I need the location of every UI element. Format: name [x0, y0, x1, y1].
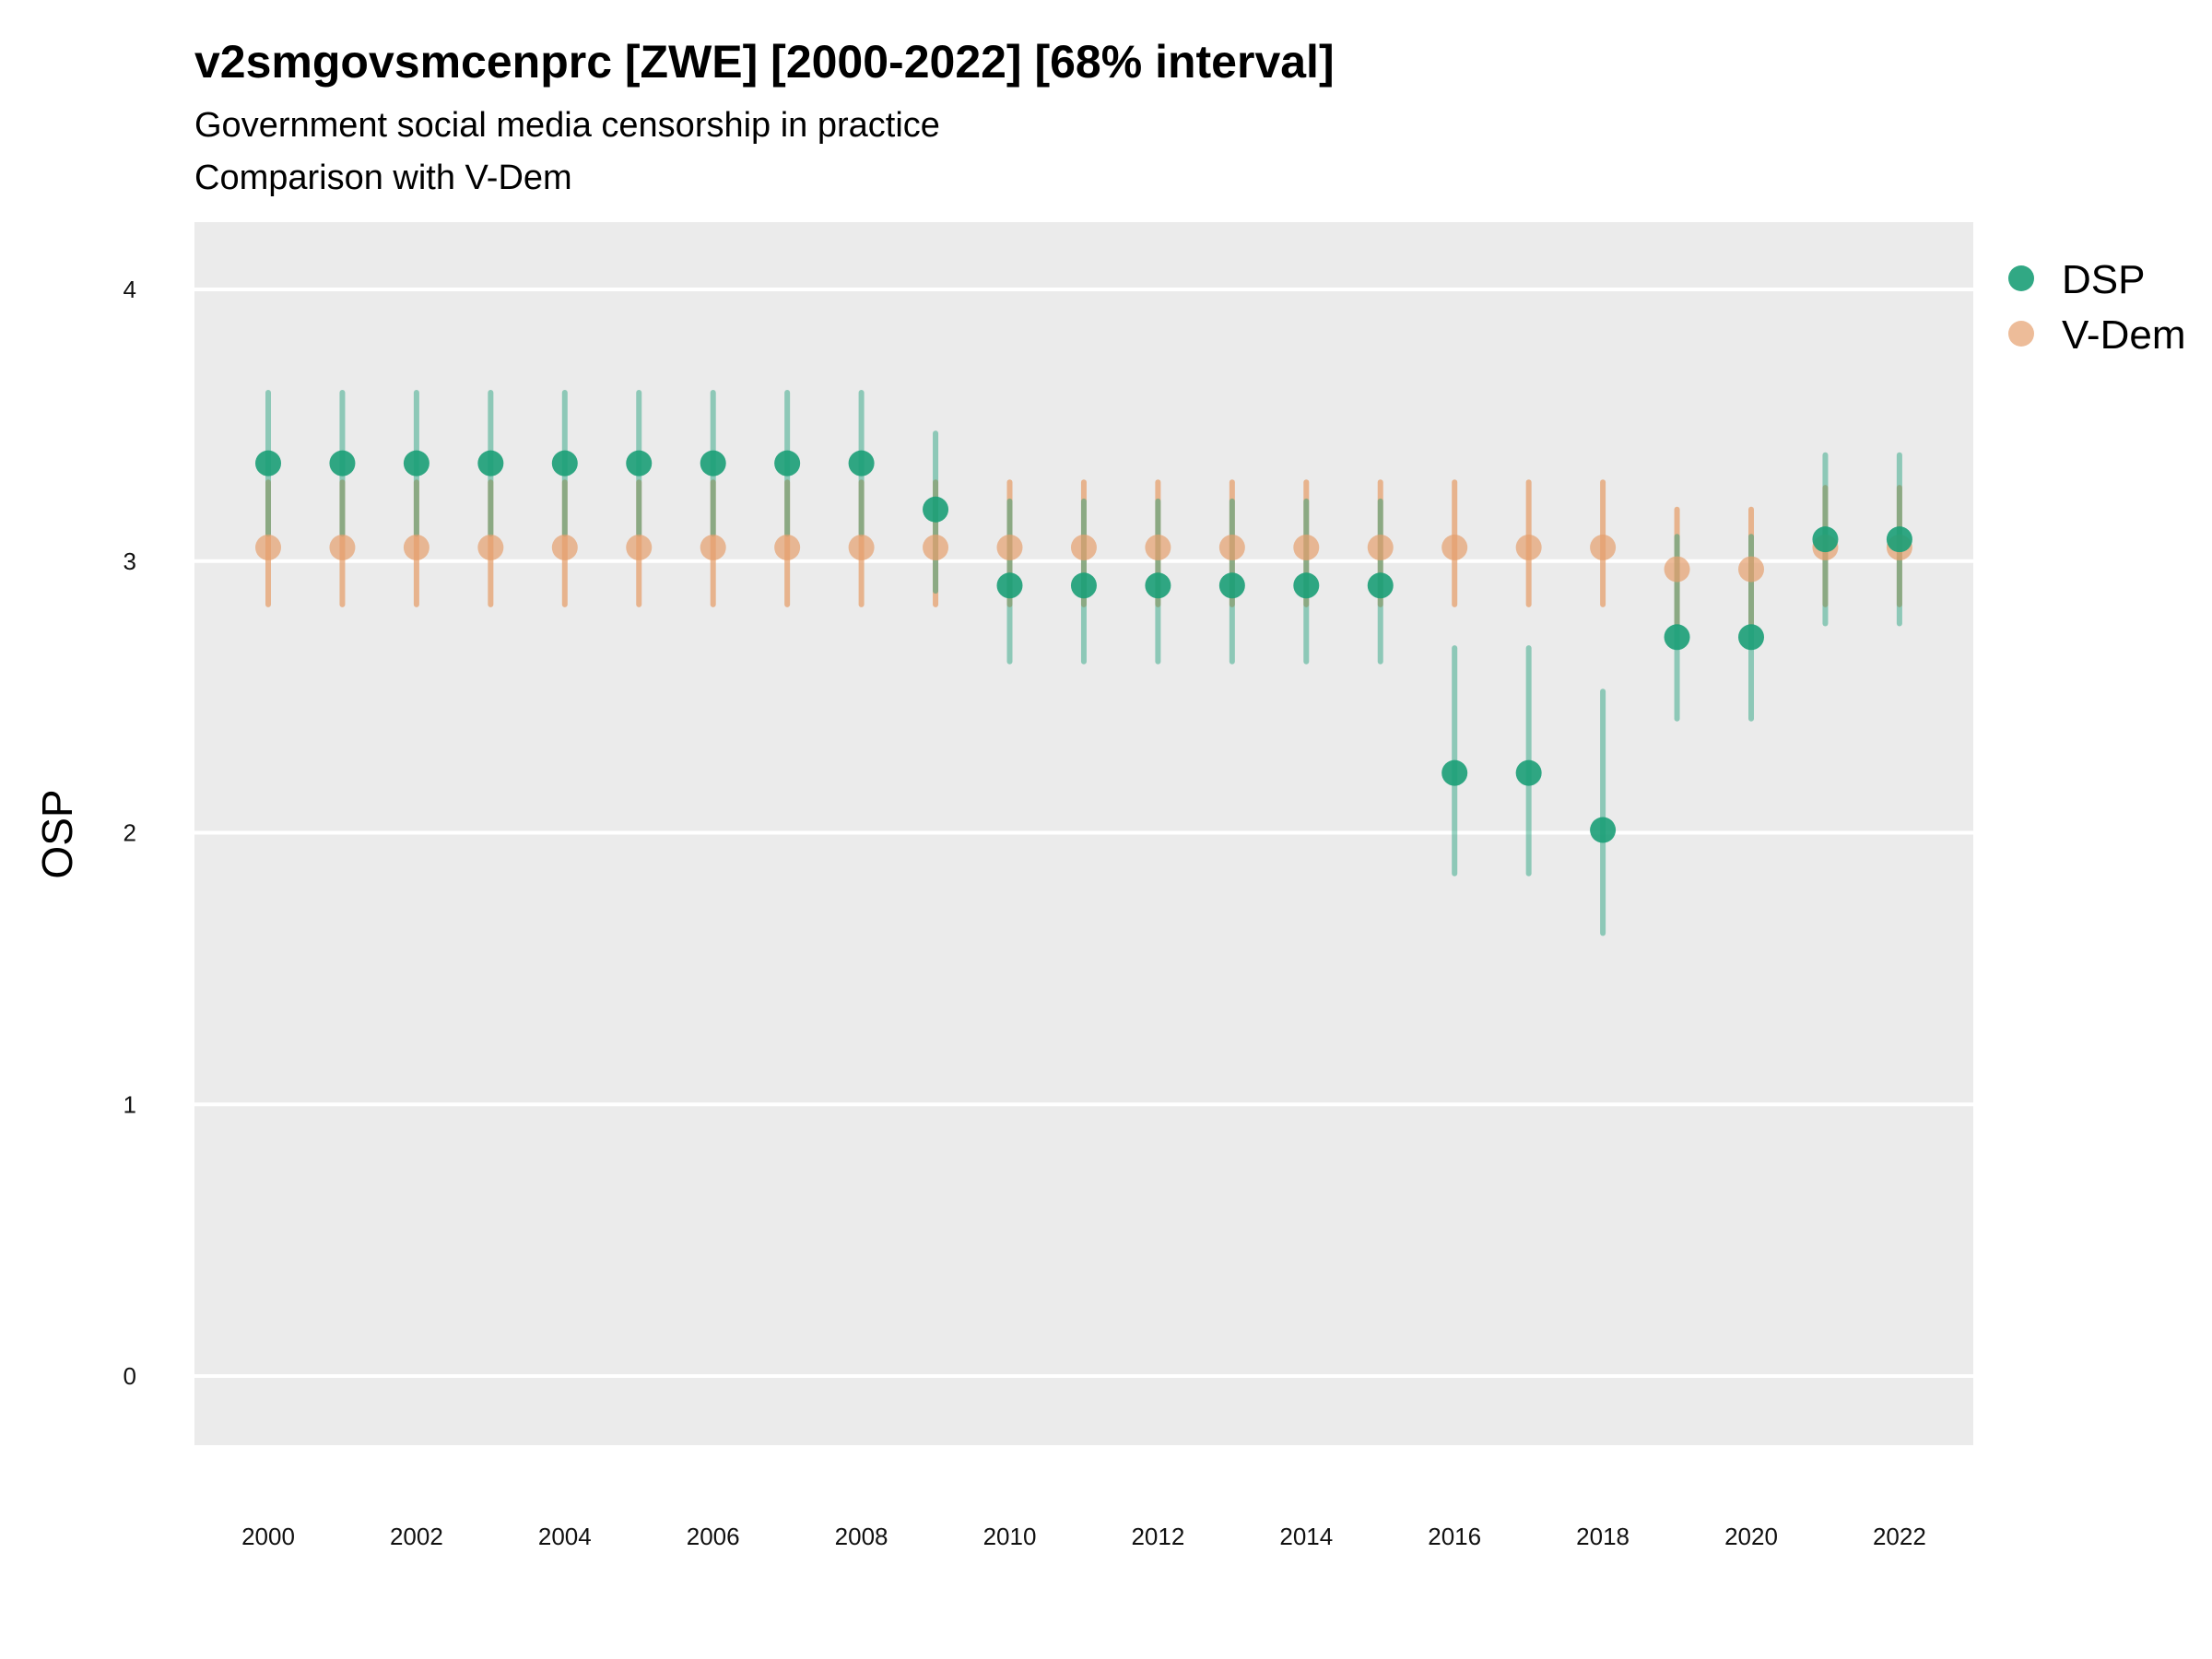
point-dsp-2004	[551, 450, 578, 477]
x-tick-label-2016: 2016	[1428, 1523, 1481, 1550]
point-dsp-2017	[1515, 759, 1542, 786]
x-axis-ticks: 2000 2002 2004 2006 2008 2010 2012 2014 2016 2018…	[241, 1523, 1926, 1550]
point-v-dem-2017	[1515, 535, 1542, 561]
point-dsp-2021	[1812, 526, 1839, 553]
point-v-dem-2007	[774, 535, 801, 561]
point-v-dem-2020	[1738, 556, 1764, 582]
x-tick-label-2010: 2010	[983, 1523, 1037, 1550]
x-tick-label-2000: 2000	[241, 1523, 295, 1550]
point-v-dem-2019	[1664, 556, 1690, 582]
point-v-dem-2003	[477, 535, 504, 561]
y-tick-label-3: 3	[124, 547, 136, 575]
y-tick-label-4: 4	[124, 276, 136, 303]
x-tick-label-2002: 2002	[390, 1523, 443, 1550]
point-dsp-2003	[477, 450, 504, 477]
point-dsp-2006	[700, 450, 726, 477]
x-tick-label-2008: 2008	[835, 1523, 888, 1550]
point-dsp-2009	[923, 496, 949, 523]
chart-subtitle-line-2: Comparison with V-Dem	[194, 159, 572, 197]
point-dsp-2013	[1218, 572, 1245, 599]
point-dsp-2012	[1145, 572, 1171, 599]
point-v-dem-2001	[329, 535, 356, 561]
y-axis-ticks: 0 1 2 3 4	[124, 276, 136, 1390]
point-v-dem-2009	[923, 535, 949, 561]
point-v-dem-2004	[551, 535, 578, 561]
y-axis-label: OSP	[33, 789, 81, 878]
point-dsp-2019	[1664, 624, 1690, 651]
point-v-dem-2010	[996, 535, 1023, 561]
point-dsp-2007	[774, 450, 801, 477]
point-v-dem-2006	[700, 535, 726, 561]
x-tick-label-2006: 2006	[687, 1523, 740, 1550]
chart-title: v2smgovsmcenprc [ZWE] [2000-2022] [68% i…	[194, 36, 1335, 88]
point-dsp-2008	[848, 450, 875, 477]
x-tick-label-2022: 2022	[1873, 1523, 1926, 1550]
x-tick-label-2014: 2014	[1279, 1523, 1333, 1550]
point-v-dem-2016	[1441, 535, 1468, 561]
legend-key-dsp	[2008, 265, 2034, 291]
legend-label-dsp: DSP	[2062, 257, 2145, 302]
y-tick-label-1: 1	[124, 1090, 136, 1118]
point-dsp-2010	[996, 572, 1023, 599]
point-v-dem-2008	[848, 535, 875, 561]
point-dsp-2005	[626, 450, 653, 477]
legend: DSP V-Dem	[2008, 257, 2185, 358]
point-v-dem-2018	[1590, 535, 1617, 561]
point-dsp-2001	[329, 450, 356, 477]
y-tick-label-0: 0	[124, 1362, 136, 1390]
point-dsp-2018	[1590, 817, 1617, 843]
point-dsp-2015	[1367, 572, 1394, 599]
point-v-dem-2002	[403, 535, 429, 561]
point-v-dem-2005	[626, 535, 653, 561]
point-v-dem-2014	[1293, 535, 1320, 561]
chart-subtitle-line-1: Government social media censorship in pr…	[194, 106, 940, 145]
point-v-dem-2013	[1218, 535, 1245, 561]
x-tick-label-2004: 2004	[538, 1523, 592, 1550]
point-dsp-2022	[1886, 526, 1912, 553]
x-tick-label-2012: 2012	[1131, 1523, 1184, 1550]
point-dsp-2000	[255, 450, 281, 477]
point-v-dem-2012	[1145, 535, 1171, 561]
x-tick-label-2020: 2020	[1724, 1523, 1778, 1550]
x-tick-label-2018: 2018	[1576, 1523, 1630, 1550]
data-points	[255, 450, 1912, 843]
point-v-dem-2015	[1367, 535, 1394, 561]
point-v-dem-2011	[1070, 535, 1097, 561]
point-v-dem-2000	[255, 535, 281, 561]
legend-label-v-dem: V-Dem	[2062, 312, 2185, 358]
y-tick-label-2: 2	[124, 819, 136, 847]
point-dsp-2016	[1441, 759, 1468, 786]
point-dsp-2020	[1738, 624, 1764, 651]
legend-key-v-dem	[2008, 321, 2034, 347]
point-dsp-2002	[403, 450, 429, 477]
point-dsp-2014	[1293, 572, 1320, 599]
point-dsp-2011	[1070, 572, 1097, 599]
